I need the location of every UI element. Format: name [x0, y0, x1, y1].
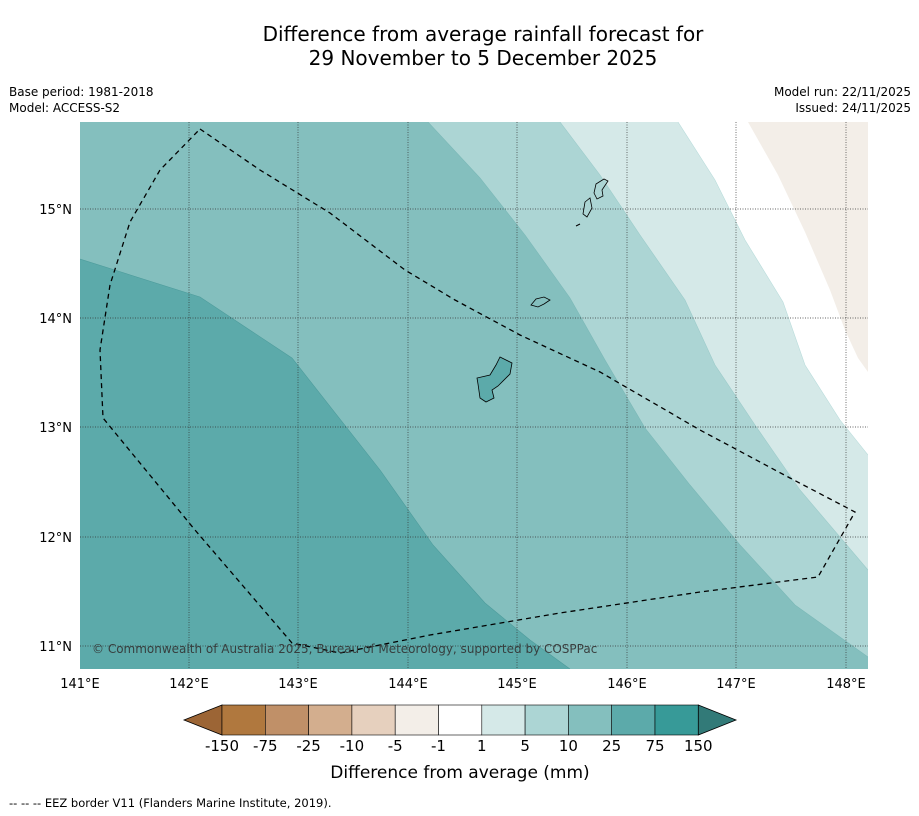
colorbar-segment: [351, 704, 396, 736]
lat-label: 12°N: [39, 531, 72, 546]
contour-5: [559, 122, 868, 571]
colorbar-segment: [611, 704, 656, 736]
colorbar-tick-label: 10: [559, 737, 578, 755]
colorbar-left-extension: [182, 704, 223, 736]
lat-label: 11°N: [39, 640, 72, 655]
lat-label: 13°N: [39, 421, 72, 436]
lon-label: 148°E: [826, 677, 866, 692]
lon-label: 147°E: [716, 677, 756, 692]
lon-label: 145°E: [497, 677, 537, 692]
colorbar: [182, 704, 738, 736]
island-saipan: [593, 178, 609, 200]
colorbar-tick-label: -75: [253, 737, 278, 755]
lon-label: 144°E: [388, 677, 428, 692]
island-tinian: [582, 197, 593, 218]
island-aguijan: [575, 223, 581, 227]
issued-text: Issued: 24/11/2025: [795, 101, 911, 115]
meta-left: Base period: 1981-2018 Model: ACCESS-S2: [9, 84, 154, 116]
lat-axis: 15°N 14°N 13°N 12°N 11°N: [39, 203, 72, 655]
base-period-text: Base period: 1981-2018: [9, 85, 154, 99]
colorbar-segment: [264, 704, 309, 736]
graticule: [80, 122, 868, 669]
colorbar-tick-label: 150: [684, 737, 713, 755]
title-line-1: Difference from average rainfall forecas…: [262, 22, 704, 46]
lon-label: 141°E: [60, 677, 100, 692]
colorbar-tick-label: 5: [520, 737, 530, 755]
contour-1: [677, 122, 868, 456]
colorbar-title: Difference from average (mm): [330, 763, 589, 783]
map-area: © Commonwealth of Australia 2025, Bureau…: [80, 122, 868, 669]
colorbar-segment: [221, 704, 266, 736]
colorbar-segment: [568, 704, 613, 736]
colorbar-tick-label: -25: [296, 737, 321, 755]
island-guam: [476, 356, 513, 403]
eez-footnote: -- -- -- EEZ border V11 (Flanders Marine…: [9, 796, 332, 810]
lon-label: 146°E: [607, 677, 647, 692]
lat-label: 14°N: [39, 312, 72, 327]
colorbar-tick-label: -1: [431, 737, 446, 755]
colorbar-segment: [654, 704, 699, 736]
band-25-75: [80, 259, 570, 669]
meta-right: Model run: 22/11/2025 Issued: 24/11/2025: [774, 84, 911, 116]
model-run-text: Model run: 22/11/2025: [773, 85, 911, 99]
island-rota: [530, 296, 551, 308]
colorbar-right-extension: [697, 704, 738, 736]
colorbar-segment: [308, 704, 353, 736]
colorbar-segment: [481, 704, 526, 736]
colorbar-segment: [524, 704, 569, 736]
colorbar-tick-label: -5: [388, 737, 403, 755]
colorbar-tick-label: 1: [477, 737, 487, 755]
copyright-text: © Commonwealth of Australia 2025, Bureau…: [92, 642, 597, 656]
contour-25: [80, 258, 571, 669]
model-text: Model: ACCESS-S2: [9, 101, 121, 115]
eez-border: [99, 128, 856, 654]
colorbar-segment: [394, 704, 439, 736]
band-minus-5-1: [748, 122, 868, 372]
lon-label: 143°E: [278, 677, 318, 692]
colorbar-tick-label: 25: [602, 737, 621, 755]
contour-10: [427, 122, 868, 658]
colorbar-ticks: -150 -75 -25 -10 -5 -1 1 5 10 25 75 150: [205, 737, 713, 755]
lon-axis: 141°E 142°E 143°E 144°E 145°E 146°E 147°…: [60, 677, 866, 692]
lat-label: 15°N: [39, 203, 72, 218]
colorbar-tick-label: -150: [205, 737, 239, 755]
lon-label: 142°E: [169, 677, 209, 692]
colorbar-tick-label: 75: [645, 737, 664, 755]
title-line-2: 29 November to 5 December 2025: [308, 46, 658, 70]
chart-title: Difference from average rainfall forecas…: [0, 22, 919, 70]
colorbar-segment: [438, 704, 483, 736]
colorbar-tick-label: -10: [340, 737, 365, 755]
